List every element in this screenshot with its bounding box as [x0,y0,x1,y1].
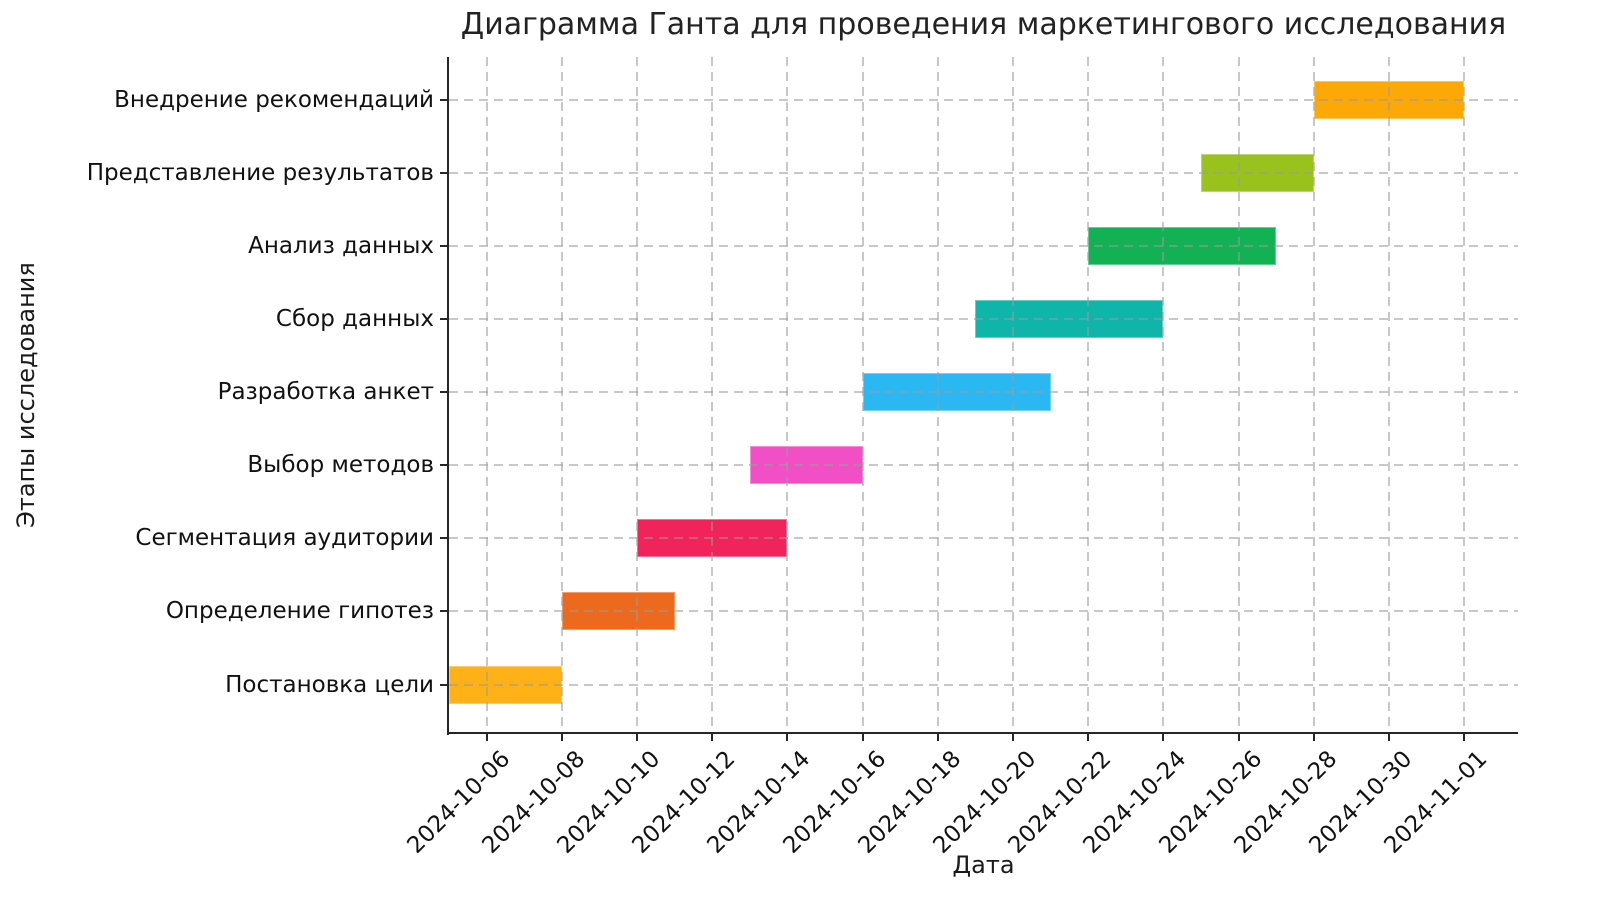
x-tick [636,733,638,741]
y-tick-label: Разработка анкет [217,379,434,406]
y-gridline [449,610,1518,613]
y-tick [440,391,448,394]
x-gridline [485,57,488,733]
x-gridline [560,57,563,733]
y-tick [440,537,448,540]
x-gridline [861,57,864,733]
x-tick [786,733,789,741]
x-gridline [636,57,638,733]
x-gridline [711,57,714,733]
x-tick [711,733,714,741]
x-gridline [1388,57,1391,733]
y-tick-label: Выбор методов [247,452,434,479]
x-tick [1012,733,1015,741]
y-gridline [449,464,1518,467]
x-gridline [1237,57,1240,733]
x-tick [861,733,864,741]
y-tick-label: Сбор данных [275,306,434,333]
y-tick-label: Анализ данных [248,233,434,260]
x-tick [936,733,939,741]
y-tick-label: Определение гипотез [165,598,434,625]
x-gridline [1087,57,1090,733]
y-gridline [449,245,1518,248]
x-tick [560,733,563,741]
x-tick [1463,733,1466,741]
x-tick [1312,733,1315,741]
y-tick-label: Постановка цели [225,671,434,698]
y-tick [440,610,448,613]
x-gridline [1312,57,1315,733]
x-tick [1162,733,1165,741]
y-gridline [449,683,1518,686]
x-gridline [936,57,939,733]
y-tick [440,318,448,321]
chart-title: Диаграмма Ганта для проведения маркетинг… [460,7,1507,42]
y-tick [440,172,448,175]
x-tick [485,733,488,741]
y-gridline [449,537,1518,540]
x-tick [1237,733,1240,741]
x-tick [1087,733,1090,741]
y-tick-label: Представление результатов [86,160,434,187]
y-tick [440,245,448,248]
y-tick-label: Внедрение рекомендаций [114,87,434,114]
y-tick-label: Сегментация аудитории [135,525,434,552]
y-axis-spine [447,57,449,735]
y-tick [440,99,448,102]
x-tick [1388,733,1391,741]
y-gridline [449,99,1518,102]
x-axis-title: Дата [952,851,1015,879]
y-tick [440,464,448,467]
y-tick [440,683,448,686]
x-gridline [786,57,789,733]
y-gridline [449,391,1518,394]
x-axis-spine [447,732,1518,734]
x-gridline [1162,57,1165,733]
y-gridline [449,318,1518,321]
x-gridline [1463,57,1466,733]
x-gridline [1012,57,1015,733]
y-gridline [449,172,1518,175]
